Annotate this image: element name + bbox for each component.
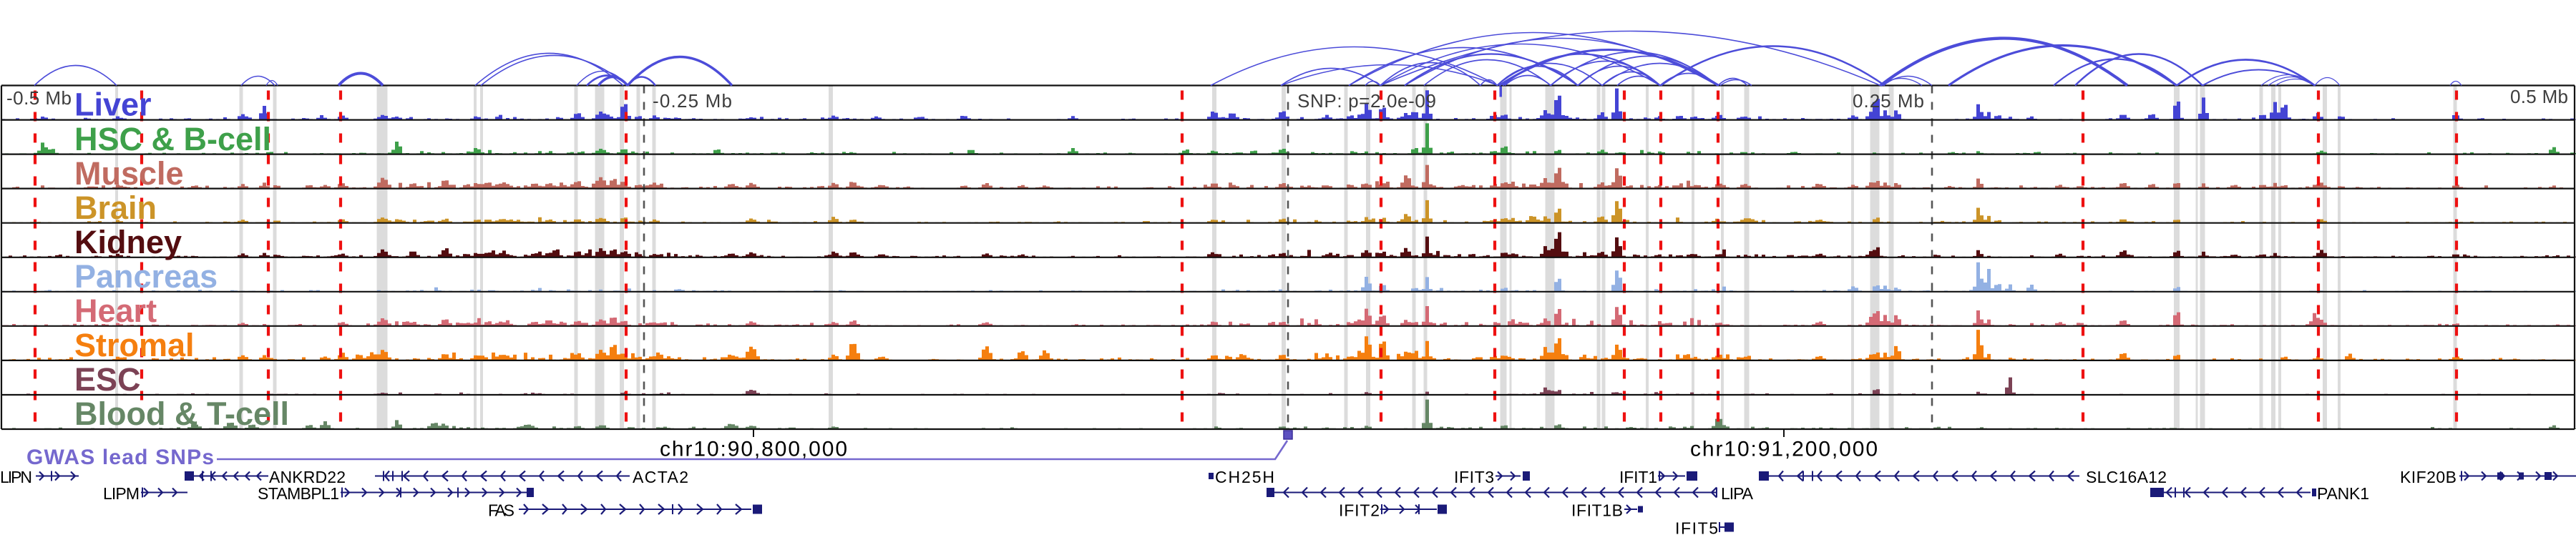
svg-text:Stromal: Stromal <box>74 327 195 363</box>
svg-text:0.25 Mb: 0.25 Mb <box>1853 90 1924 112</box>
svg-text:0.5 Mb: 0.5 Mb <box>2510 86 2568 107</box>
svg-text:IFIT2: IFIT2 <box>1339 501 1380 520</box>
svg-text:ACTA2: ACTA2 <box>633 468 688 486</box>
svg-text:Pancreas: Pancreas <box>74 258 218 295</box>
svg-text:LIPA: LIPA <box>1721 484 1754 503</box>
svg-text:Heart: Heart <box>74 293 157 329</box>
svg-text:Blood & T-cell: Blood & T-cell <box>74 396 289 432</box>
svg-text:STAMBPL1: STAMBPL1 <box>258 484 339 503</box>
svg-text:HSC & B-cell: HSC & B-cell <box>74 121 271 157</box>
svg-text:LIPM: LIPM <box>103 484 140 503</box>
svg-text:Muscle: Muscle <box>74 155 184 192</box>
svg-text:PANK1: PANK1 <box>2317 484 2369 503</box>
svg-text:Brain: Brain <box>74 190 157 226</box>
svg-text:IFIT3: IFIT3 <box>1454 468 1494 486</box>
svg-text:CH25H: CH25H <box>1215 468 1274 486</box>
svg-text:-0.25 Mb: -0.25 Mb <box>653 90 732 112</box>
svg-text:-0.5 Mb: -0.5 Mb <box>6 87 72 109</box>
svg-text:IFIT1: IFIT1 <box>1619 468 1657 486</box>
svg-text:chr10:91,200,000: chr10:91,200,000 <box>1690 438 1878 461</box>
svg-text:ANKRD22: ANKRD22 <box>269 468 346 486</box>
svg-text:LIPN: LIPN <box>0 468 32 486</box>
svg-text:GWAS lead SNPs: GWAS lead SNPs <box>26 446 214 469</box>
svg-text:SLC16A12: SLC16A12 <box>2086 468 2167 486</box>
svg-text:KIF20B: KIF20B <box>2400 468 2457 486</box>
svg-text:SNP: p=2.0e-09: SNP: p=2.0e-09 <box>1297 90 1436 112</box>
svg-text:Kidney: Kidney <box>74 224 182 260</box>
svg-text:Liver: Liver <box>74 87 152 123</box>
svg-text:FAS: FAS <box>488 501 514 520</box>
svg-text:IFIT1B: IFIT1B <box>1571 501 1623 520</box>
svg-text:chr10:90,800,000: chr10:90,800,000 <box>660 438 847 461</box>
svg-text:ESC: ESC <box>74 361 141 398</box>
